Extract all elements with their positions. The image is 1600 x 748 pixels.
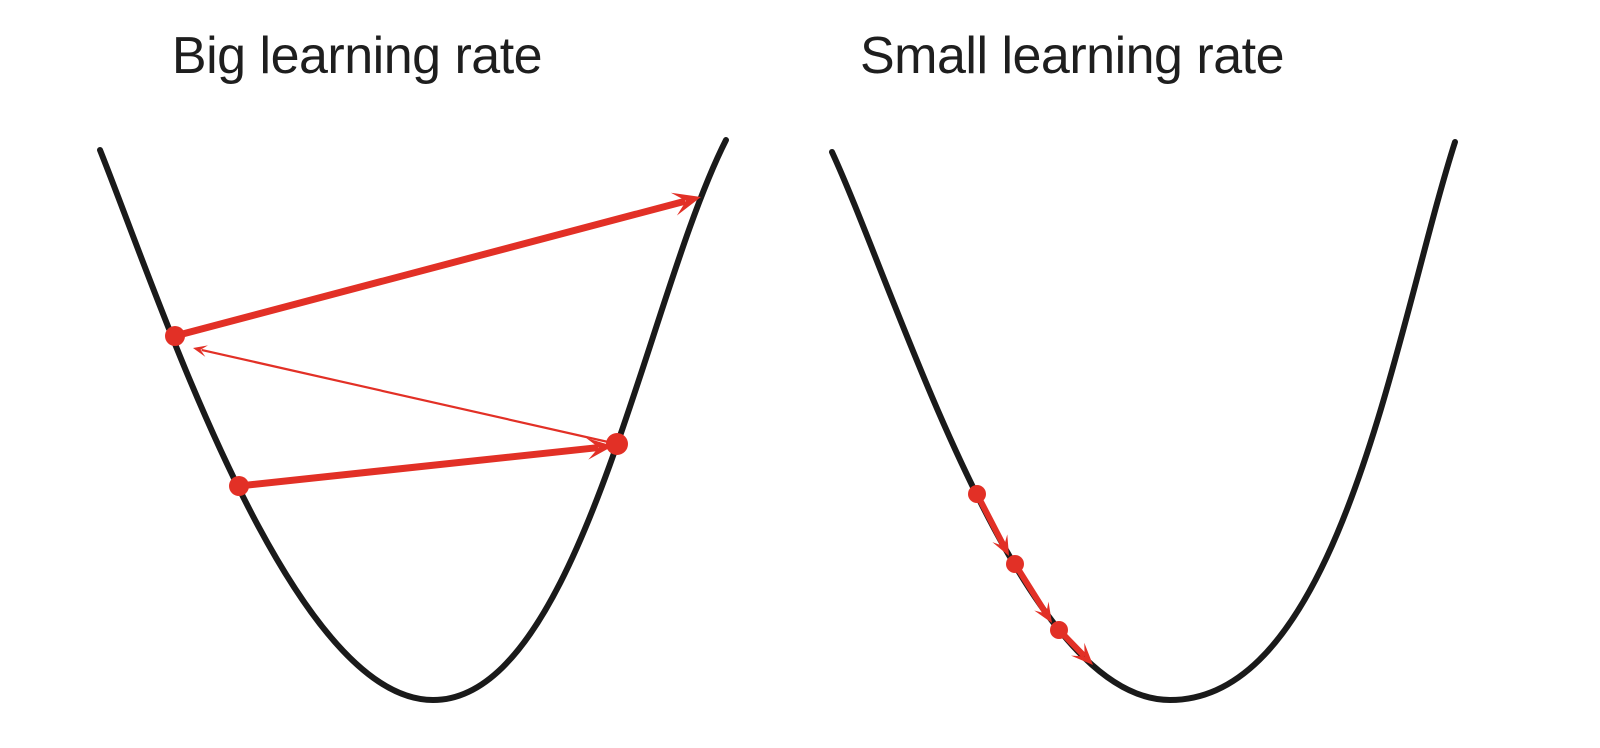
big-step-arrow-3-head — [670, 192, 701, 216]
small-learning-rate-loss-curve — [829, 139, 1458, 704]
big-step-point-2 — [606, 433, 628, 455]
panel-graphics-small-learning-rate — [829, 139, 1458, 704]
small-step-arrow-2-shaft — [1012, 561, 1048, 615]
big-step-arrow-1-head — [585, 437, 613, 460]
panel-title-small-learning-rate: Small learning rate — [859, 27, 1285, 85]
small-step-point-1 — [968, 485, 986, 503]
big-step-arrow-3-shaft — [171, 198, 686, 340]
panel-graphics-big-learning-rate — [97, 137, 729, 704]
small-step-arrow-2-head — [1034, 601, 1052, 623]
small-step-arrow-1-head — [992, 534, 1009, 556]
big-step-arrow-2-shaft — [201, 349, 619, 446]
small-step-point-3 — [1050, 621, 1068, 639]
small-step-arrow-3-head — [1071, 642, 1093, 665]
big-learning-rate-loss-curve — [97, 137, 729, 704]
small-step-point-2 — [1006, 555, 1024, 573]
small-step-arrow-1-shaft — [974, 491, 1006, 547]
big-step-arrow-2-head — [193, 345, 208, 357]
big-step-point-3 — [165, 326, 185, 346]
big-step-point-start — [229, 476, 249, 496]
panel-title-big-learning-rate: Big learning rate — [171, 27, 543, 85]
big-step-arrow-1-shaft — [235, 444, 599, 490]
